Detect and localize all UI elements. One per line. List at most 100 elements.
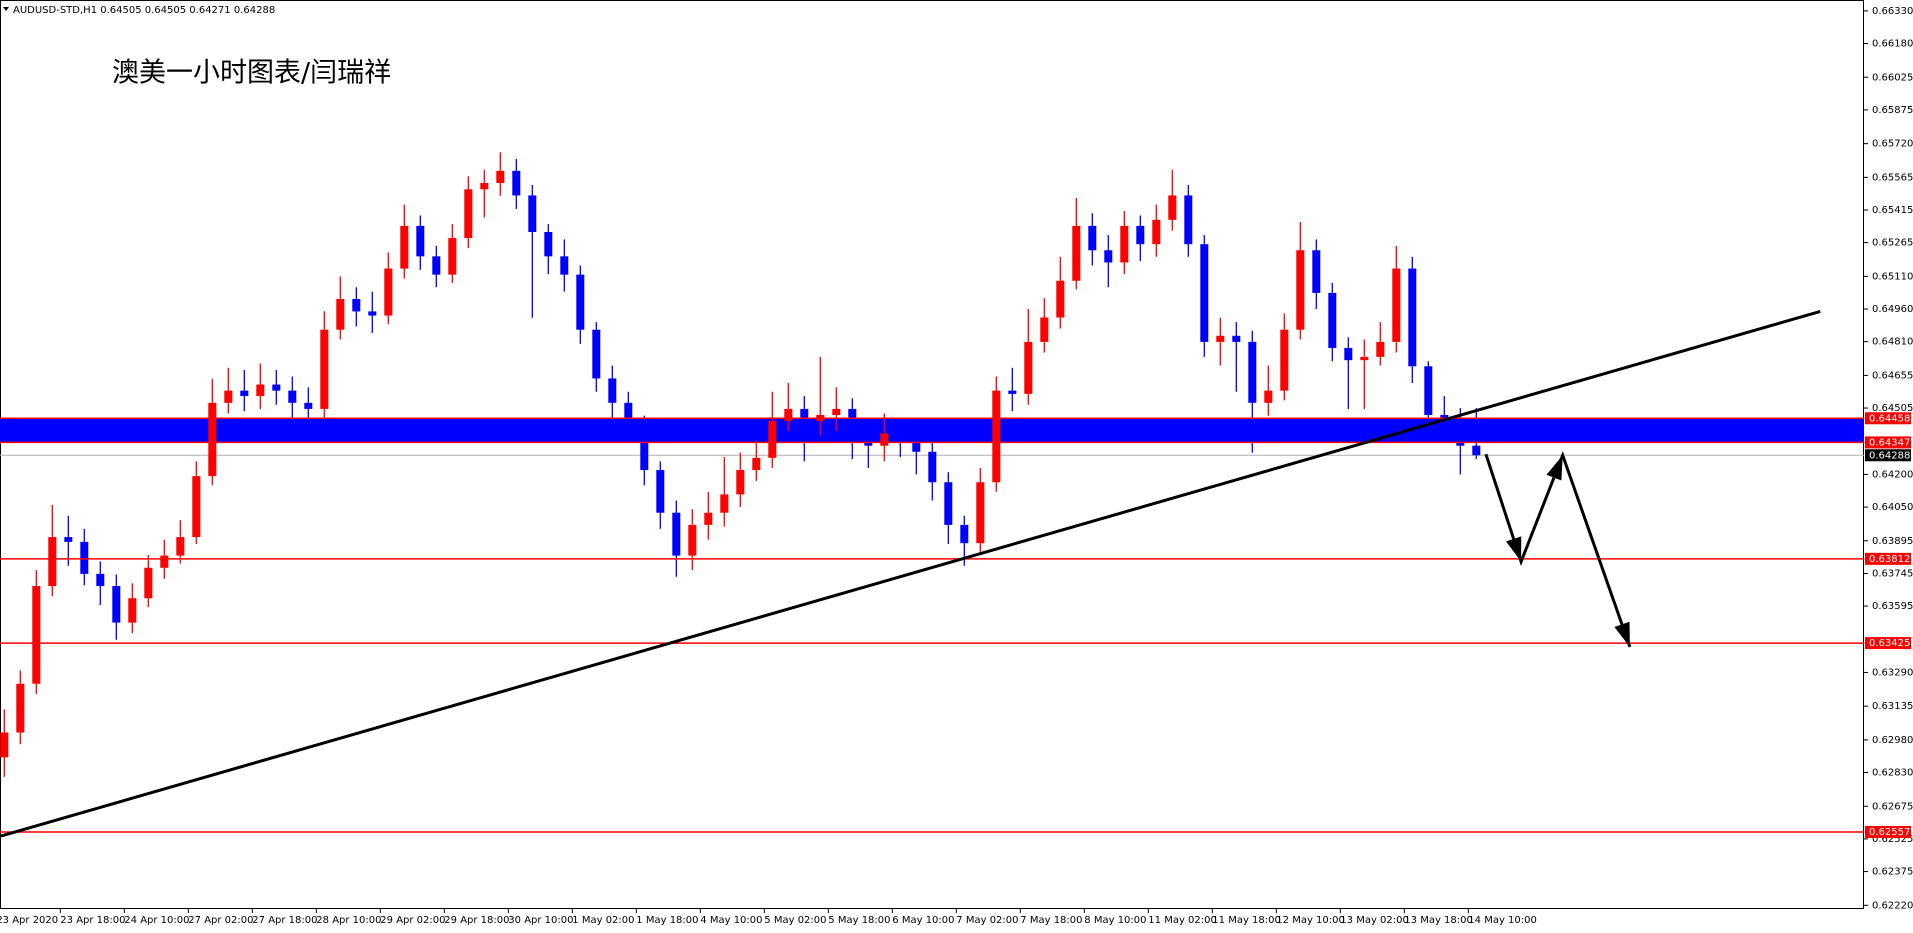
- projection-path: [1484, 450, 1632, 648]
- x-tick-label: 27 Apr 18:00: [252, 915, 317, 926]
- y-tick-label: 0.65565: [1872, 172, 1913, 183]
- candle-body: [496, 170, 505, 184]
- y-tick-label: 0.64050: [1872, 502, 1913, 513]
- chart-header: AUDUSD-STD,H1 0.64505 0.64505 0.64271 0.…: [13, 5, 275, 16]
- arrow-head: [1614, 621, 1630, 647]
- candle-body: [208, 402, 217, 477]
- candle-body: [1056, 280, 1065, 318]
- price-tag: [1865, 552, 1911, 565]
- candle-body: [992, 390, 1001, 483]
- candle-body: [624, 402, 633, 428]
- candle-body: [848, 408, 857, 440]
- x-tick-label: 4 May 10:00: [700, 915, 762, 926]
- x-tick-label: 14 May 10:00: [1468, 915, 1537, 926]
- candle-body: [768, 421, 777, 458]
- candle-body: [1152, 219, 1161, 245]
- arrow-head: [1546, 455, 1563, 481]
- price-tag-label: 0.64347: [1869, 437, 1910, 448]
- candle-body: [1280, 329, 1289, 391]
- candle-body: [1264, 390, 1273, 403]
- x-tick-label: 13 May 18:00: [1404, 915, 1473, 926]
- y-tick-label: 0.62525: [1872, 834, 1913, 845]
- candle-body: [368, 311, 377, 316]
- candle-body: [384, 268, 393, 316]
- candle-body: [144, 567, 153, 599]
- chart-title: 澳美一小时图表/闫瑞祥: [112, 58, 391, 89]
- y-tick-label: 0.65875: [1872, 105, 1913, 116]
- candle-body: [48, 537, 57, 587]
- y-tick-label: 0.62675: [1872, 801, 1913, 812]
- y-tick-label: 0.63745: [1872, 568, 1913, 579]
- candle-body: [0, 732, 9, 758]
- candle-body: [832, 408, 841, 416]
- candle-body: [592, 329, 601, 379]
- candle-body: [752, 457, 761, 471]
- price-tag: [1865, 412, 1911, 425]
- price-tag-label: 0.64288: [1869, 450, 1910, 461]
- x-tick-label: 13 May 02:00: [1340, 915, 1409, 926]
- y-tick-label: 0.64655: [1872, 370, 1913, 381]
- candle-body: [288, 390, 297, 403]
- candle-body: [720, 494, 729, 513]
- y-tick-label: 0.64200: [1872, 469, 1913, 480]
- candle-body: [320, 329, 329, 409]
- candle-body: [896, 433, 905, 440]
- candle-body: [1424, 366, 1433, 416]
- candle-body: [256, 384, 265, 397]
- x-tick-label: 5 May 02:00: [764, 915, 826, 926]
- x-tick-label: 11 May 18:00: [1212, 915, 1281, 926]
- y-tick-label: 0.65720: [1872, 139, 1913, 150]
- candle-body: [1456, 427, 1465, 446]
- y-tick-label: 0.63135: [1872, 701, 1913, 712]
- candle-body: [1104, 250, 1113, 263]
- candle-body: [1024, 341, 1033, 394]
- candle-body: [1120, 225, 1129, 263]
- x-tick-label: 29 Apr 18:00: [444, 915, 509, 926]
- candle-body: [800, 408, 809, 422]
- candle-body: [480, 183, 489, 190]
- price-tag: [1865, 637, 1911, 650]
- candle-body: [560, 256, 569, 275]
- x-tick-label: 1 May 02:00: [572, 915, 634, 926]
- y-tick-label: 0.64505: [1872, 403, 1913, 414]
- x-tick-label: 6 May 10:00: [892, 915, 954, 926]
- candle-body: [1360, 356, 1369, 361]
- candle-body: [1248, 341, 1257, 403]
- x-tick-label: 7 May 02:00: [956, 915, 1018, 926]
- candle-body: [976, 482, 985, 544]
- candle-body: [400, 225, 409, 269]
- candle-body: [1392, 268, 1401, 342]
- y-tick-label: 0.62375: [1872, 867, 1913, 878]
- candle-body: [16, 683, 25, 733]
- candle-body: [576, 274, 585, 330]
- y-tick-label: 0.65415: [1872, 205, 1913, 216]
- y-tick-label: 0.64810: [1872, 337, 1913, 348]
- candle-body: [736, 470, 745, 495]
- candle-body: [80, 541, 89, 574]
- candle-body: [128, 598, 137, 623]
- x-tick-label: 1 May 18:00: [636, 915, 698, 926]
- y-tick-label: 0.62830: [1872, 768, 1913, 779]
- candle-body: [544, 231, 553, 257]
- candle-body: [656, 470, 665, 513]
- candle-body: [1072, 225, 1081, 281]
- y-tick-label: 0.63595: [1872, 601, 1913, 612]
- candle-body: [272, 384, 281, 391]
- candle-body: [1200, 244, 1209, 342]
- x-tick-label: 12 May 10:00: [1276, 915, 1345, 926]
- candle-body: [1296, 250, 1305, 330]
- x-tick-label: 28 Apr 10:00: [316, 915, 381, 926]
- candle-body: [928, 451, 937, 483]
- candle-body: [1312, 250, 1321, 293]
- price-tag-label: 0.62557: [1869, 827, 1910, 838]
- candle-body: [944, 482, 953, 525]
- candle-body: [1472, 445, 1481, 456]
- candle-body: [1376, 341, 1385, 357]
- candle-body: [336, 299, 345, 330]
- candle-body: [224, 390, 233, 403]
- candle-body: [416, 225, 425, 257]
- candle-body: [704, 512, 713, 525]
- y-tick-label: 0.66025: [1872, 72, 1913, 83]
- price-tag: [1865, 436, 1911, 449]
